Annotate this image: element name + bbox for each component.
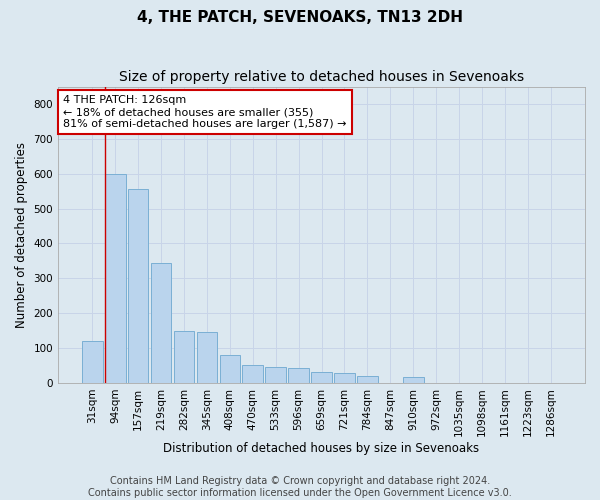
Text: 4, THE PATCH, SEVENOAKS, TN13 2DH: 4, THE PATCH, SEVENOAKS, TN13 2DH (137, 10, 463, 25)
Bar (105, 174, 125, 383)
Bar (242, 364, 263, 383)
Text: 4 THE PATCH: 126sqm
← 18% of detached houses are smaller (355)
81% of semi-detac: 4 THE PATCH: 126sqm ← 18% of detached ho… (64, 96, 347, 128)
Bar (288, 368, 309, 383)
X-axis label: Distribution of detached houses by size in Sevenoaks: Distribution of detached houses by size … (163, 442, 479, 455)
Bar (197, 332, 217, 383)
Bar (357, 376, 377, 383)
Y-axis label: Number of detached properties: Number of detached properties (15, 142, 28, 328)
Bar (220, 355, 240, 383)
Text: Contains HM Land Registry data © Crown copyright and database right 2024.
Contai: Contains HM Land Registry data © Crown c… (88, 476, 512, 498)
Bar (311, 372, 332, 383)
Title: Size of property relative to detached houses in Sevenoaks: Size of property relative to detached ho… (119, 70, 524, 84)
Bar (173, 330, 194, 383)
Bar (151, 262, 172, 383)
Bar (334, 373, 355, 383)
Bar (82, 341, 103, 383)
Bar (403, 376, 424, 383)
Bar (128, 190, 148, 383)
Bar (265, 367, 286, 383)
